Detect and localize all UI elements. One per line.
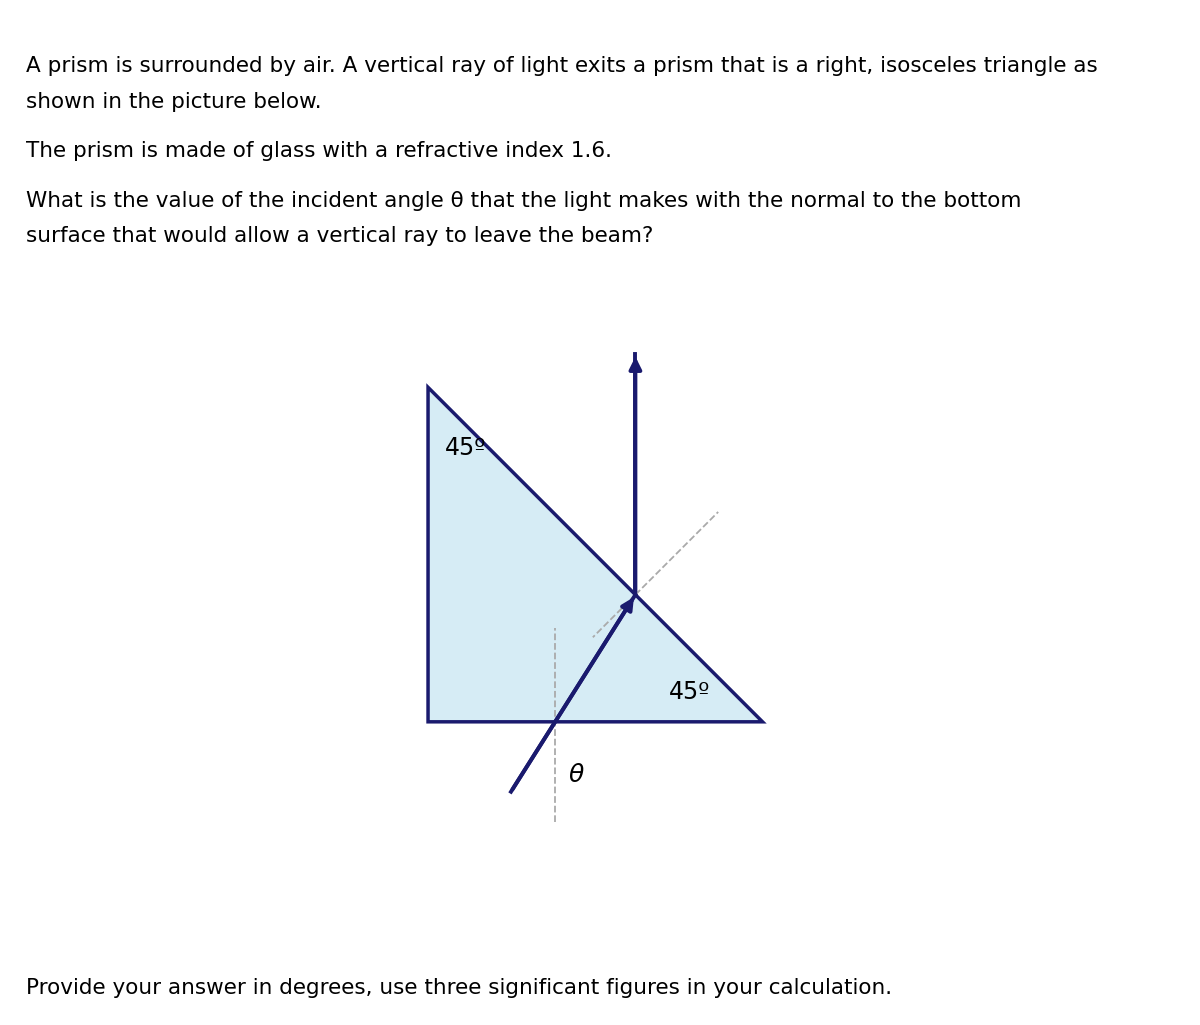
Text: 45º: 45º [445, 436, 486, 459]
Polygon shape [428, 387, 762, 722]
Text: A prism is surrounded by air. A vertical ray of light exits a prism that is a ri: A prism is surrounded by air. A vertical… [26, 56, 1098, 77]
Text: Provide your answer in degrees, use three significant figures in your calculatio: Provide your answer in degrees, use thre… [26, 978, 893, 998]
Text: surface that would allow a vertical ray to leave the beam?: surface that would allow a vertical ray … [26, 226, 654, 246]
Text: shown in the picture below.: shown in the picture below. [26, 92, 322, 113]
Text: θ: θ [569, 764, 583, 787]
Text: 45º: 45º [668, 680, 710, 704]
Text: The prism is made of glass with a refractive index 1.6.: The prism is made of glass with a refrac… [26, 141, 612, 162]
Text: What is the value of the incident angle θ that the light makes with the normal t: What is the value of the incident angle … [26, 191, 1022, 211]
